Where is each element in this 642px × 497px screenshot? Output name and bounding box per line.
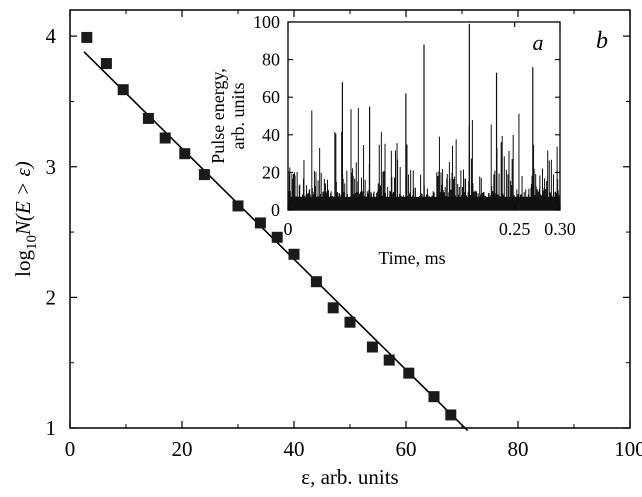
inset-x-tick-label: 0	[284, 219, 293, 239]
data-point	[428, 391, 440, 403]
data-point	[198, 169, 210, 181]
data-point	[81, 31, 93, 43]
y-tick-label: 4	[46, 24, 57, 48]
panel-label-a: a	[533, 30, 544, 55]
inset-y-tick-label: 100	[253, 12, 280, 32]
inset-y-tick-label: 80	[262, 50, 280, 70]
data-point	[344, 316, 356, 328]
y-axis-label: log10N(E > ε)	[11, 161, 40, 277]
y-axis-label-log: log	[11, 249, 35, 276]
x-tick-label: 100	[614, 437, 642, 461]
data-point	[327, 302, 339, 314]
data-point	[366, 341, 378, 353]
data-point	[232, 200, 244, 212]
inset-y-tick-label: 0	[271, 200, 280, 220]
data-point	[142, 112, 154, 124]
x-tick-label: 20	[172, 437, 193, 461]
data-point	[445, 409, 457, 421]
inset-y-tick-label: 60	[262, 87, 280, 107]
data-point	[271, 231, 283, 243]
x-tick-label: 60	[396, 437, 417, 461]
data-point	[254, 217, 266, 229]
y-tick-label: 2	[46, 285, 57, 309]
x-tick-label: 80	[508, 437, 529, 461]
data-point	[100, 58, 112, 70]
y-tick-label: 3	[46, 155, 57, 179]
x-tick-label: 0	[65, 437, 76, 461]
inset-y-axis-label-line1: Pulse energy,	[208, 68, 228, 163]
data-point	[117, 84, 129, 96]
data-point	[403, 367, 415, 379]
inset-x-tick-label: 0.25	[499, 219, 531, 239]
data-point	[288, 248, 300, 260]
data-point	[159, 132, 171, 144]
x-axis-label: ε, arb. units	[301, 465, 398, 489]
y-axis-label-rest: N(E > ε)	[11, 161, 35, 236]
data-point	[310, 276, 322, 288]
data-point	[179, 148, 191, 160]
inset-y-tick-label: 40	[262, 125, 280, 145]
y-axis-label-sub: 10	[24, 235, 40, 250]
inset-y-axis-label-line2: arb. units	[228, 83, 248, 150]
data-point	[383, 354, 395, 366]
inset-y-tick-label: 20	[262, 162, 280, 182]
x-tick-label: 40	[284, 437, 305, 461]
panel-label-b: b	[596, 28, 608, 54]
inset-x-axis-label: Time, ms	[378, 248, 445, 268]
inset-x-tick-label: 0.30	[544, 219, 576, 239]
inset-plot: a 0 0.25 0.30 0 20 40 60 80 100 Time, ms Pulse ener…	[208, 12, 576, 268]
y-tick-label: 1	[46, 416, 57, 440]
